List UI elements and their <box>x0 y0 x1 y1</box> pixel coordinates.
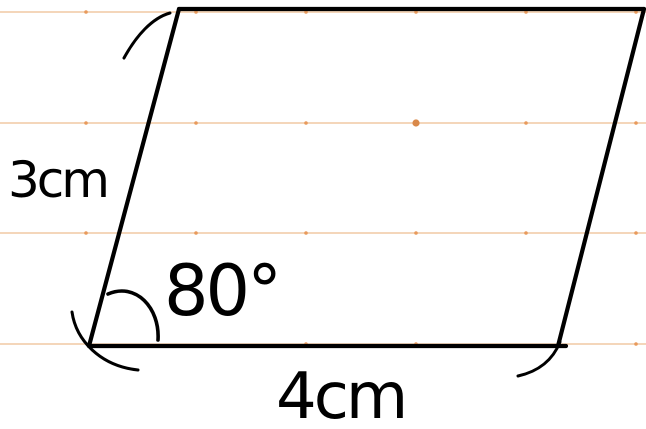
ruled-dot <box>84 121 88 125</box>
side-left <box>86 6 182 349</box>
parallelogram-shape <box>86 6 646 349</box>
ruled-dot <box>414 231 418 235</box>
label-side-bottom: 4cm <box>276 360 405 429</box>
ruled-dot <box>412 119 420 127</box>
label-side-left: 3cm <box>8 151 107 209</box>
ruled-dot <box>84 10 88 14</box>
corner-mark-top-left <box>122 11 172 60</box>
ruled-dot <box>634 231 638 235</box>
corner-marks <box>70 11 562 378</box>
ruled-dot <box>524 121 528 125</box>
ruled-dot <box>84 231 88 235</box>
ruled-dot <box>634 342 638 346</box>
ruled-dot <box>524 231 528 235</box>
ruled-dot <box>304 231 308 235</box>
angle-arc <box>106 289 160 342</box>
ruled-dot <box>194 231 198 235</box>
ruled-dot <box>304 121 308 125</box>
side-right <box>555 6 646 349</box>
label-angle: 80° <box>164 250 279 332</box>
corner-mark-bottom-left <box>70 310 140 372</box>
ruled-dot <box>634 121 638 125</box>
corner-mark-bottom-right <box>516 340 562 378</box>
ruled-dot <box>194 121 198 125</box>
